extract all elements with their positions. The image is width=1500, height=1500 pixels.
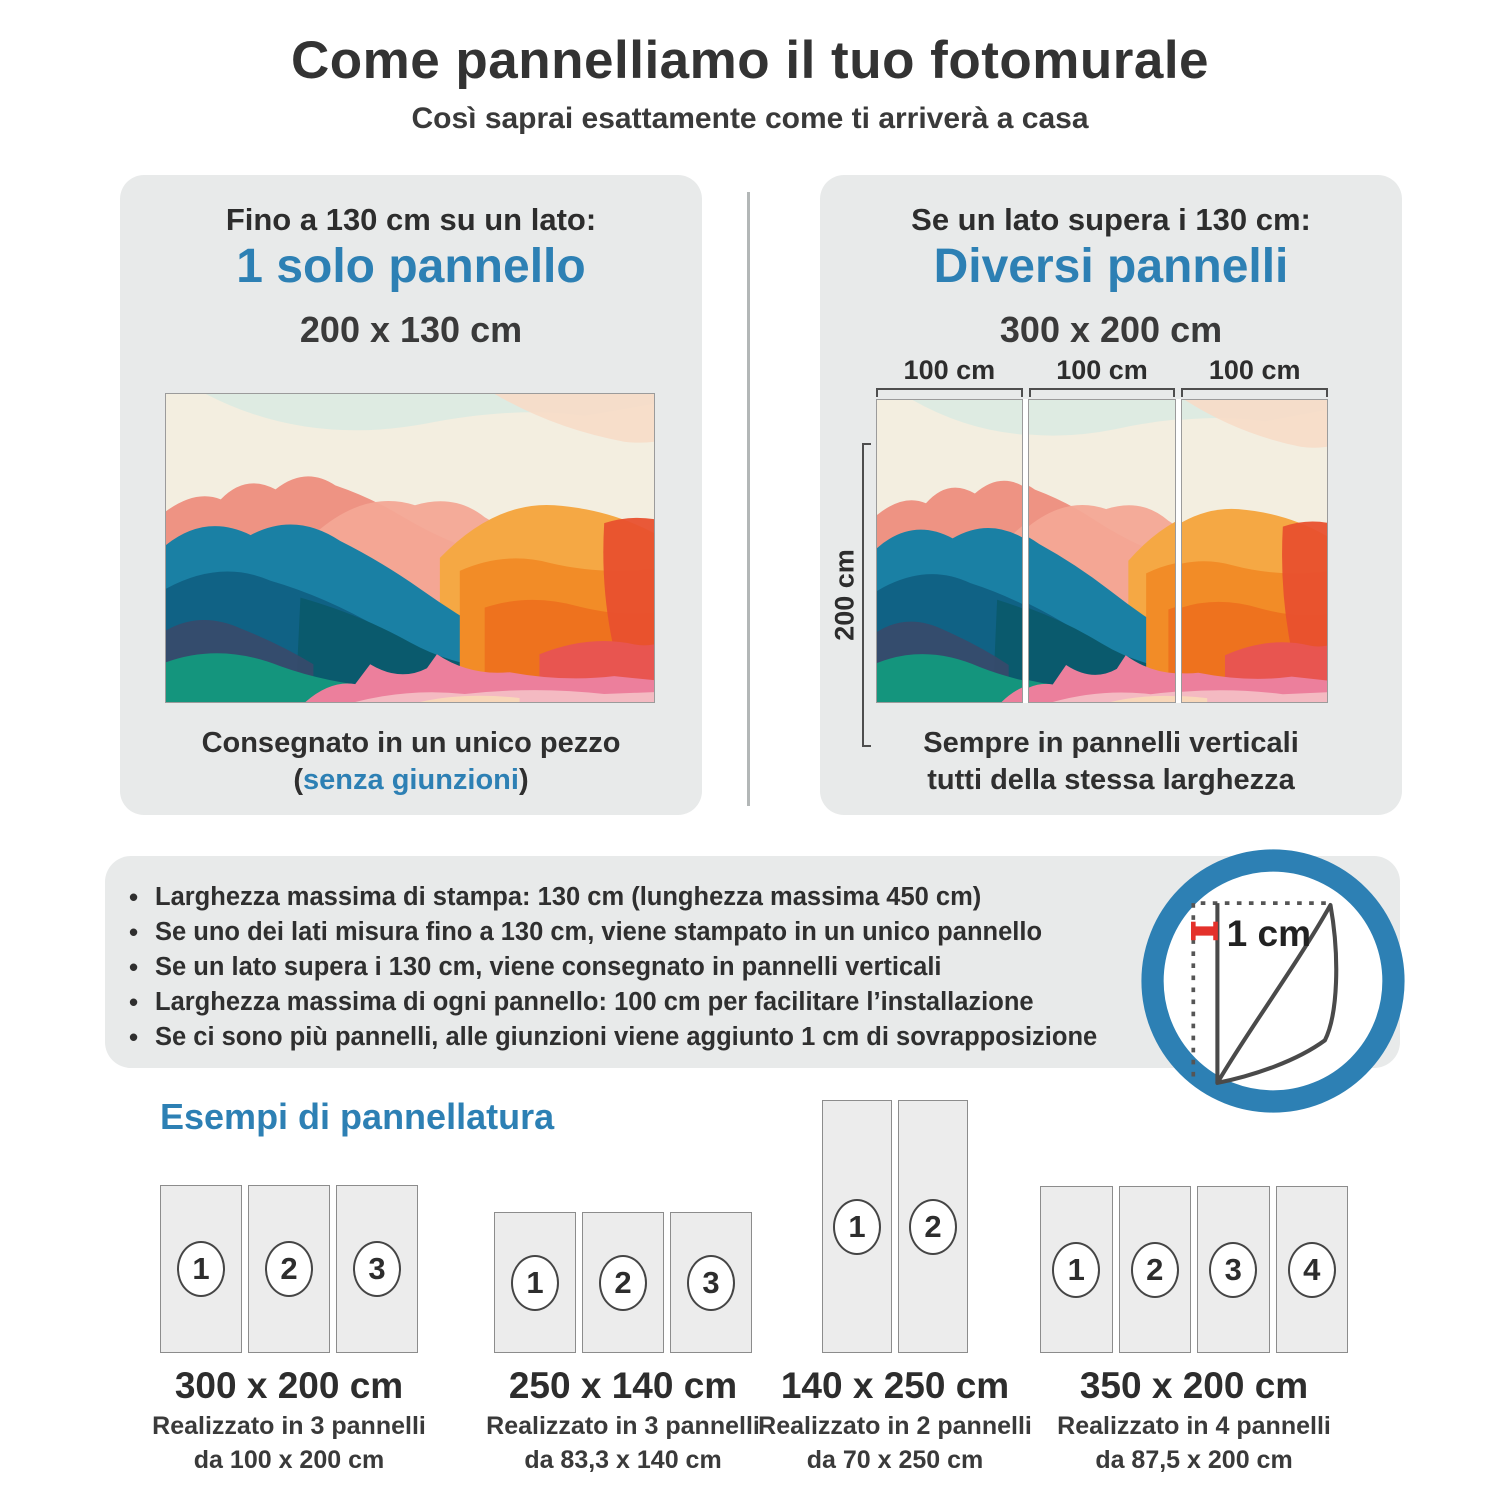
- example-panel: 1: [822, 1100, 892, 1353]
- example-diagram: 1 2 3: [494, 1100, 752, 1353]
- panel-number-badge: 3: [1209, 1241, 1258, 1298]
- panel-number-badge: 4: [1287, 1241, 1336, 1298]
- example-diagram: 1 2: [822, 1100, 968, 1353]
- mural-panel-slice-3: [1180, 399, 1328, 703]
- info-bullet: Larghezza massima di stampa: 130 cm (lun…: [129, 880, 1400, 915]
- width-dimension: 100 cm: [1181, 355, 1329, 397]
- example-description: Realizzato in 3 pannelli: [152, 1412, 426, 1440]
- example-description: da 87,5 x 200 cm: [1095, 1446, 1293, 1474]
- panel-number-badge: 2: [909, 1198, 957, 1255]
- panel-example-140x250: 1 2 140 x 250 cm Realizzato in 2 pannell…: [758, 1100, 1032, 1473]
- mural-preview-multi: 100 cm 100 cm 100 cm: [830, 355, 1329, 747]
- example-panel: 1: [1040, 1186, 1113, 1353]
- example-size: 140 x 250 cm: [780, 1365, 1010, 1406]
- width-dimension-label: 100 cm: [903, 355, 996, 385]
- caption-line-1: Consegnato in un unico pezzo: [201, 727, 621, 759]
- panel-number-badge: 3: [353, 1241, 401, 1297]
- example-diagram: 1 2 3 4: [1040, 1100, 1348, 1353]
- mural-preview-single: [165, 393, 655, 703]
- panel-number-badge: 2: [599, 1254, 647, 1311]
- caption-highlight: senza giunzioni: [303, 764, 519, 796]
- example-panel: 3: [1197, 1186, 1270, 1353]
- width-dimension-line: [1028, 388, 1176, 397]
- example-panel: 1: [494, 1212, 576, 1353]
- panel-number-badge: 2: [265, 1241, 313, 1297]
- overlap-icon: 1 cm: [1134, 842, 1412, 1120]
- example-panel: 1: [160, 1185, 242, 1353]
- example-description: da 70 x 250 cm: [806, 1446, 984, 1474]
- height-dimension-line: [862, 443, 871, 747]
- panel-example-250x140: 1 2 3 250 x 140 cm Realizzato in 3 panne…: [486, 1100, 760, 1474]
- example-panel: 2: [582, 1212, 664, 1353]
- info-bullet: Se un lato supera i 130 cm, viene conseg…: [129, 950, 1400, 985]
- single-panel-caption: Consegnato in un unico pezzo (senza giun…: [120, 725, 702, 799]
- mural-panel-slice-2: [1028, 399, 1176, 703]
- page-subtitle: Così saprai esattamente come ti arriverà…: [411, 102, 1089, 135]
- example-description: da 100 x 200 cm: [193, 1446, 385, 1474]
- example-panel: 2: [898, 1100, 968, 1353]
- multi-panel-result: Diversi pannelli: [933, 240, 1289, 293]
- example-size: 300 x 200 cm: [174, 1365, 404, 1406]
- panel-number-badge: 1: [177, 1241, 225, 1297]
- example-description: Realizzato in 4 pannelli: [1057, 1412, 1331, 1440]
- info-bullet: Se ci sono più pannelli, alle giunzioni …: [129, 1020, 1400, 1055]
- width-dimension: 100 cm: [876, 355, 1023, 397]
- panel-number-badge: 2: [1130, 1241, 1179, 1298]
- panel-number-badge: 1: [833, 1198, 881, 1255]
- caption-line-2: tutti della stessa larghezza: [927, 764, 1295, 796]
- example-description: Realizzato in 2 pannelli: [758, 1412, 1032, 1440]
- single-panel-size: 200 x 130 cm: [299, 309, 523, 350]
- single-panel-card: Fino a 130 cm su un lato: 1 solo pannell…: [120, 175, 702, 815]
- example-panel: 2: [248, 1185, 330, 1353]
- multi-panel-condition: Se un lato supera i 130 cm:: [911, 202, 1311, 237]
- single-panel-result: 1 solo pannello: [236, 240, 586, 293]
- info-bullet: Se uno dei lati misura fino a 130 cm, vi…: [129, 915, 1400, 950]
- mural-artwork: [166, 394, 654, 702]
- caption-line-1: Sempre in pannelli verticali: [923, 727, 1299, 759]
- panel-number-badge: 1: [511, 1254, 559, 1311]
- width-dimension-line: [1181, 388, 1329, 397]
- width-dimension-line: [876, 388, 1023, 397]
- examples-heading: Esempi di pannellatura: [160, 1096, 555, 1137]
- width-dimensions: 100 cm 100 cm 100 cm: [876, 355, 1329, 397]
- multi-panel-size: 300 x 200 cm: [999, 309, 1223, 350]
- example-panels: 1 2 3: [494, 1212, 752, 1353]
- single-panel-condition: Fino a 130 cm su un lato:: [225, 202, 597, 237]
- example-panel: 3: [336, 1185, 418, 1353]
- panel-number-badge: 3: [687, 1254, 735, 1311]
- example-panels: 1 2 3: [160, 1185, 418, 1353]
- width-dimension: 100 cm: [1028, 355, 1176, 397]
- example-description: Realizzato in 3 pannelli: [486, 1412, 760, 1440]
- panel-example-350x200: 1 2 3 4 350 x 200 cm Realizzato in 4 pan…: [1040, 1100, 1348, 1473]
- mural-panel-slice-1: [876, 399, 1024, 703]
- overlap-label: 1 cm: [1227, 912, 1311, 954]
- multi-panel-card: Se un lato supera i 130 cm: Diversi pann…: [820, 175, 1402, 815]
- width-dimension-label: 100 cm: [1208, 355, 1301, 385]
- panel-number-badge: 1: [1052, 1241, 1101, 1298]
- example-description: da 83,3 x 140 cm: [524, 1446, 722, 1474]
- panel-example-300x200: 1 2 3 300 x 200 cm Realizzato in 3 panne…: [152, 1100, 426, 1474]
- example-size: 350 x 200 cm: [1079, 1365, 1309, 1406]
- caption-line-2: (senza giunzioni): [293, 764, 529, 796]
- example-panels: 1 2: [822, 1100, 968, 1353]
- mural-artwork: [1029, 400, 1175, 702]
- width-dimension-label: 100 cm: [1056, 355, 1148, 385]
- example-panel: 4: [1275, 1186, 1348, 1353]
- example-panel: 2: [1118, 1186, 1191, 1353]
- card-divider: [747, 192, 750, 806]
- example-diagram: 1 2 3: [160, 1100, 418, 1353]
- page-curl-icon: 1 cm: [1141, 849, 1405, 1113]
- mural-panel-strip: 200 cm: [830, 399, 1328, 747]
- mural-artwork: [1181, 400, 1327, 702]
- page-title: Come pannelliamo il tuo fotomurale: [290, 31, 1210, 90]
- example-panels: 1 2 3 4: [1040, 1186, 1348, 1353]
- example-size: 250 x 140 cm: [508, 1365, 738, 1406]
- multi-panel-caption: Sempre in pannelli verticali tutti della…: [820, 725, 1402, 799]
- info-bullet: Larghezza massima di ogni pannello: 100 …: [129, 985, 1400, 1020]
- mural-artwork: [877, 400, 1023, 702]
- example-panel: 3: [670, 1212, 752, 1353]
- info-bullet-list: Larghezza massima di stampa: 130 cm (lun…: [105, 856, 1400, 1055]
